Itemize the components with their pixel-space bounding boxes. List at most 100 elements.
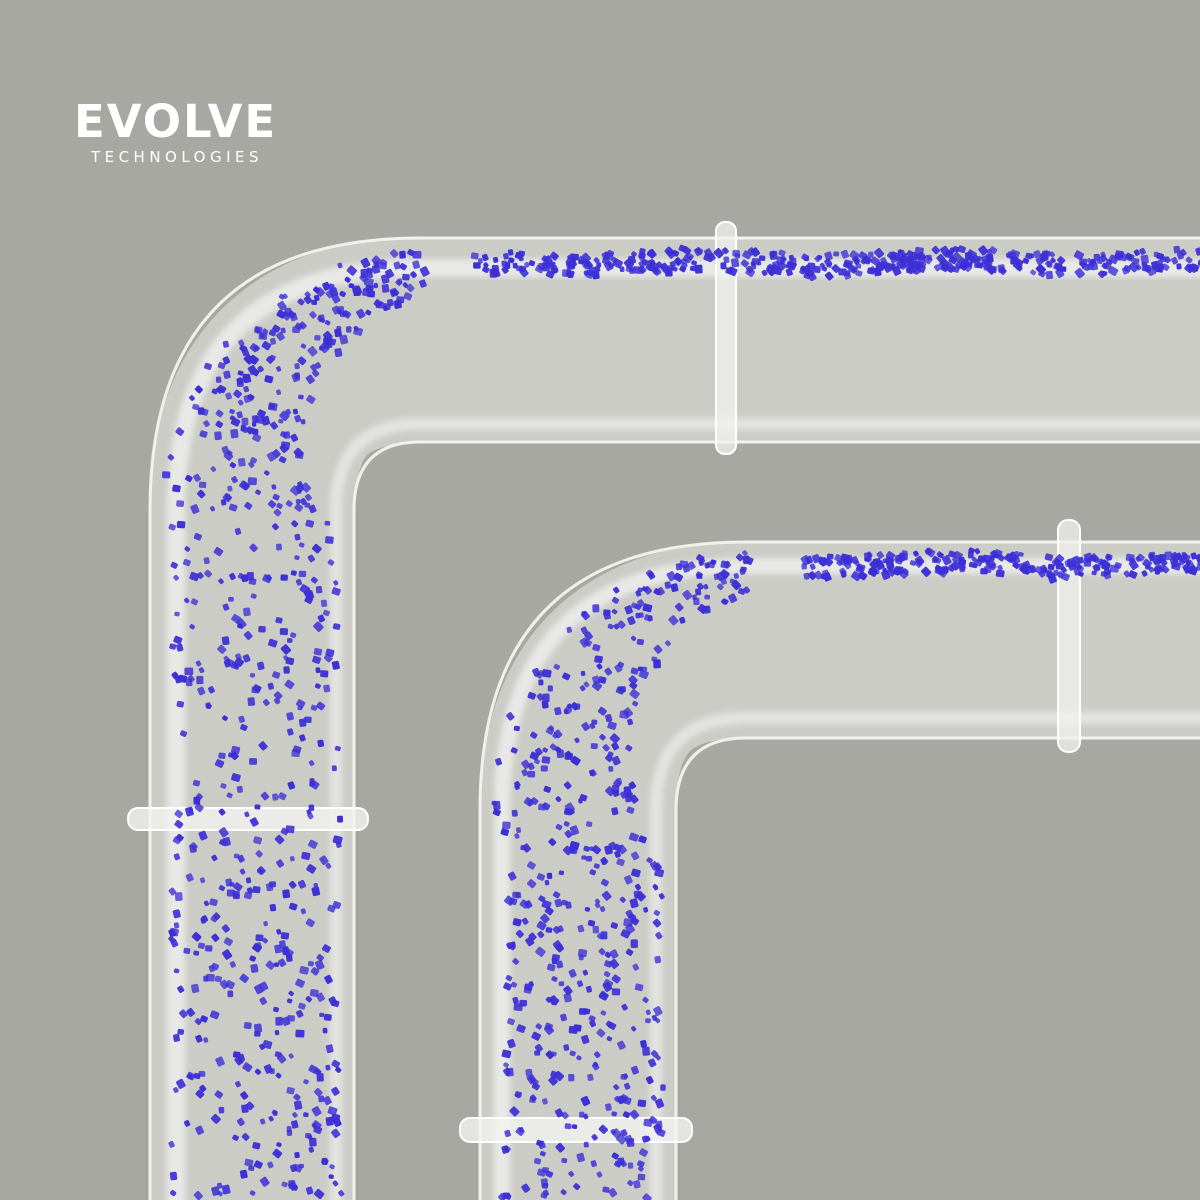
pellet bbox=[218, 1106, 225, 1114]
pellet bbox=[536, 920, 547, 931]
pellet bbox=[195, 1034, 203, 1043]
pellet bbox=[278, 456, 287, 464]
pellet bbox=[333, 580, 339, 586]
pellet bbox=[814, 570, 823, 580]
pellet bbox=[275, 543, 282, 551]
pellet bbox=[1077, 571, 1084, 577]
pellet bbox=[295, 578, 303, 586]
pellet bbox=[211, 933, 220, 942]
pellet bbox=[682, 254, 693, 264]
pellet bbox=[313, 294, 320, 302]
pellet bbox=[193, 532, 202, 541]
pellet bbox=[327, 904, 336, 913]
pellet bbox=[897, 552, 907, 563]
pellet bbox=[521, 1183, 531, 1193]
pellet bbox=[193, 1191, 203, 1200]
pellet bbox=[506, 712, 515, 721]
pellet bbox=[1164, 256, 1171, 264]
pellet bbox=[211, 962, 220, 971]
pellet bbox=[399, 263, 407, 271]
pellet bbox=[786, 260, 797, 271]
pellet bbox=[183, 1120, 191, 1127]
pellet bbox=[579, 1111, 585, 1118]
pellet bbox=[528, 932, 537, 941]
pellet bbox=[1057, 256, 1066, 265]
pellet bbox=[395, 279, 402, 286]
pellet bbox=[583, 638, 592, 647]
pellet bbox=[321, 1158, 329, 1165]
pellet bbox=[241, 574, 249, 583]
pellet bbox=[482, 266, 490, 274]
pellet bbox=[174, 611, 180, 617]
pellet bbox=[196, 489, 206, 499]
pellet bbox=[176, 520, 186, 529]
pellet bbox=[555, 823, 563, 831]
pellet bbox=[988, 265, 997, 274]
pellet bbox=[984, 558, 991, 565]
pellet bbox=[628, 675, 638, 685]
pellet bbox=[217, 361, 226, 370]
pellet bbox=[294, 1151, 300, 1159]
pellet bbox=[195, 1125, 205, 1136]
pellet bbox=[286, 728, 294, 736]
pellet bbox=[723, 256, 730, 264]
pellet bbox=[589, 266, 596, 273]
pellet bbox=[301, 482, 312, 493]
pellet bbox=[590, 1160, 597, 1168]
pellet bbox=[594, 902, 601, 909]
pellet bbox=[516, 1024, 526, 1033]
pellet bbox=[226, 792, 233, 799]
pellet bbox=[537, 803, 547, 811]
pellet bbox=[250, 963, 259, 973]
pellet bbox=[598, 1124, 608, 1134]
pellet bbox=[544, 906, 554, 916]
pellet bbox=[331, 587, 341, 596]
pellet bbox=[742, 555, 751, 565]
pellet bbox=[833, 251, 840, 257]
pellet bbox=[977, 255, 983, 262]
brand-tagline: TECHNOLOGIES bbox=[90, 148, 264, 166]
pellet bbox=[516, 827, 522, 834]
pellet bbox=[234, 1055, 244, 1066]
pellet bbox=[727, 266, 738, 277]
pellet bbox=[564, 807, 573, 816]
pellet bbox=[583, 845, 590, 852]
pellet bbox=[365, 285, 373, 292]
pellet bbox=[545, 1170, 554, 1178]
pellet bbox=[986, 248, 992, 255]
pellet bbox=[331, 1128, 341, 1139]
pellet bbox=[634, 603, 642, 611]
pellet bbox=[249, 543, 258, 553]
pellet bbox=[231, 661, 240, 670]
pellet bbox=[267, 1161, 274, 1169]
pellet bbox=[236, 785, 243, 793]
upper-pipe-coupling-vertical bbox=[127, 807, 369, 831]
pellet bbox=[913, 550, 919, 557]
pellet bbox=[315, 586, 323, 594]
pellet bbox=[588, 1015, 596, 1022]
pellet bbox=[1128, 570, 1138, 579]
pellet bbox=[332, 623, 341, 630]
pellet bbox=[264, 375, 274, 384]
pellet bbox=[616, 777, 622, 785]
pellet bbox=[199, 1084, 207, 1092]
pellet bbox=[707, 561, 716, 569]
pellet bbox=[585, 271, 594, 279]
pellet bbox=[281, 1016, 291, 1026]
pellet bbox=[310, 576, 318, 584]
pellet bbox=[1182, 553, 1191, 562]
pellet bbox=[234, 527, 242, 536]
pellet bbox=[250, 457, 258, 464]
pellet bbox=[197, 686, 206, 696]
pellet bbox=[225, 392, 232, 400]
pellet bbox=[1064, 559, 1071, 568]
pellet bbox=[641, 1135, 649, 1143]
pellet bbox=[295, 978, 305, 988]
pellet bbox=[541, 756, 551, 764]
pellet bbox=[554, 706, 562, 716]
pellet bbox=[275, 617, 283, 624]
pellet bbox=[280, 431, 288, 438]
pellet bbox=[587, 919, 596, 927]
pellet bbox=[228, 752, 235, 758]
